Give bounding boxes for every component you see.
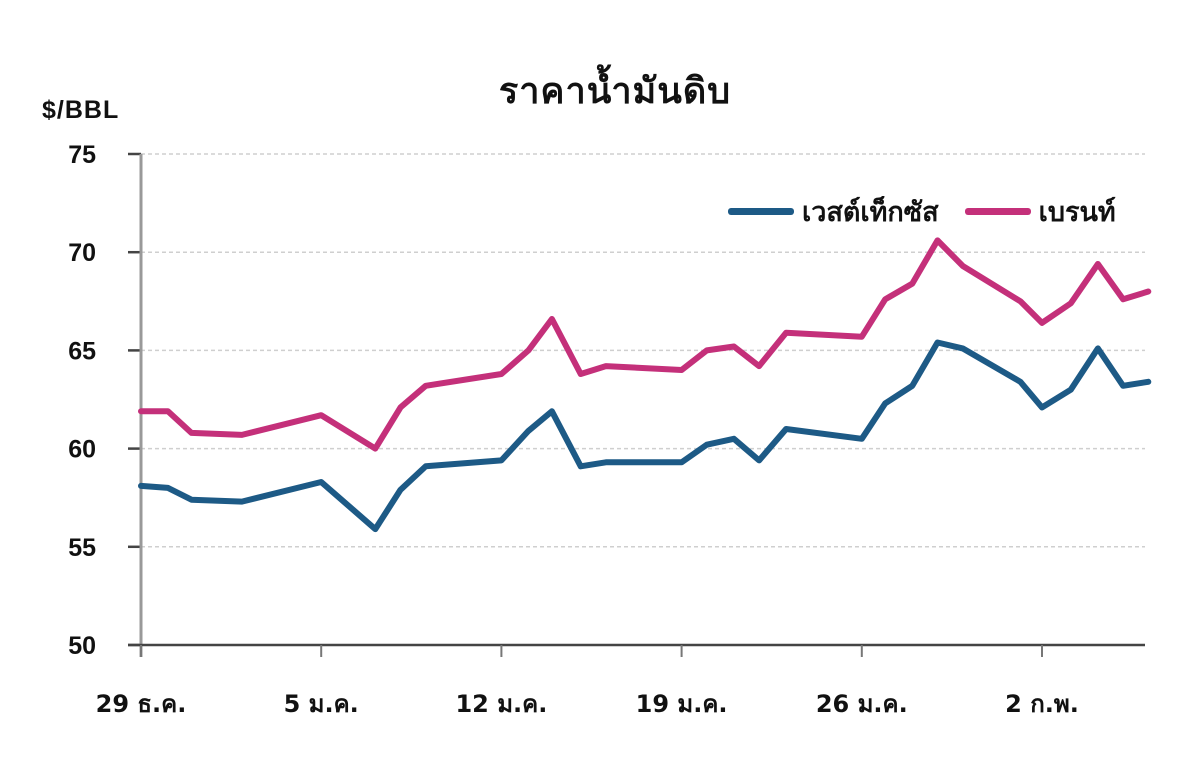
series-line [138,237,1152,452]
legend-label-brent: เบรนท์ [1038,197,1116,228]
x-tick-label: 2 ก.พ. [1005,690,1079,718]
y-tick-label: 75 [68,141,96,169]
legend-item-wti: เวสต์เท็กซัส [728,190,939,233]
x-tick-label: 5 ม.ค. [284,690,359,718]
legend-item-brent: เบรนท์ [964,190,1116,233]
x-tick-label: 12 ม.ค. [455,690,547,718]
x-tick-label: 19 ม.ค. [636,690,728,718]
y-tick-label: 50 [68,632,96,660]
legend-swatch-brent [964,208,1031,215]
legend-swatch-wti [728,208,794,215]
y-tick-label: 55 [68,534,96,562]
y-tick-label: 70 [68,239,96,267]
chart-title: ราคาน้ำมันดิบ [498,71,732,112]
y-tick-label: 65 [68,337,96,365]
x-tick-label: 29 ธ.ค. [96,690,187,718]
chart-legend: เวสต์เท็กซัส เบรนท์ [728,190,1142,233]
x-tick-label: 26 ม.ค. [816,690,908,718]
series-line [138,339,1152,533]
legend-label-wti: เวสต์เท็กซัส [802,197,939,228]
y-tick-label: 60 [68,436,96,464]
y-axis-unit-label: $/BBL [42,96,120,124]
